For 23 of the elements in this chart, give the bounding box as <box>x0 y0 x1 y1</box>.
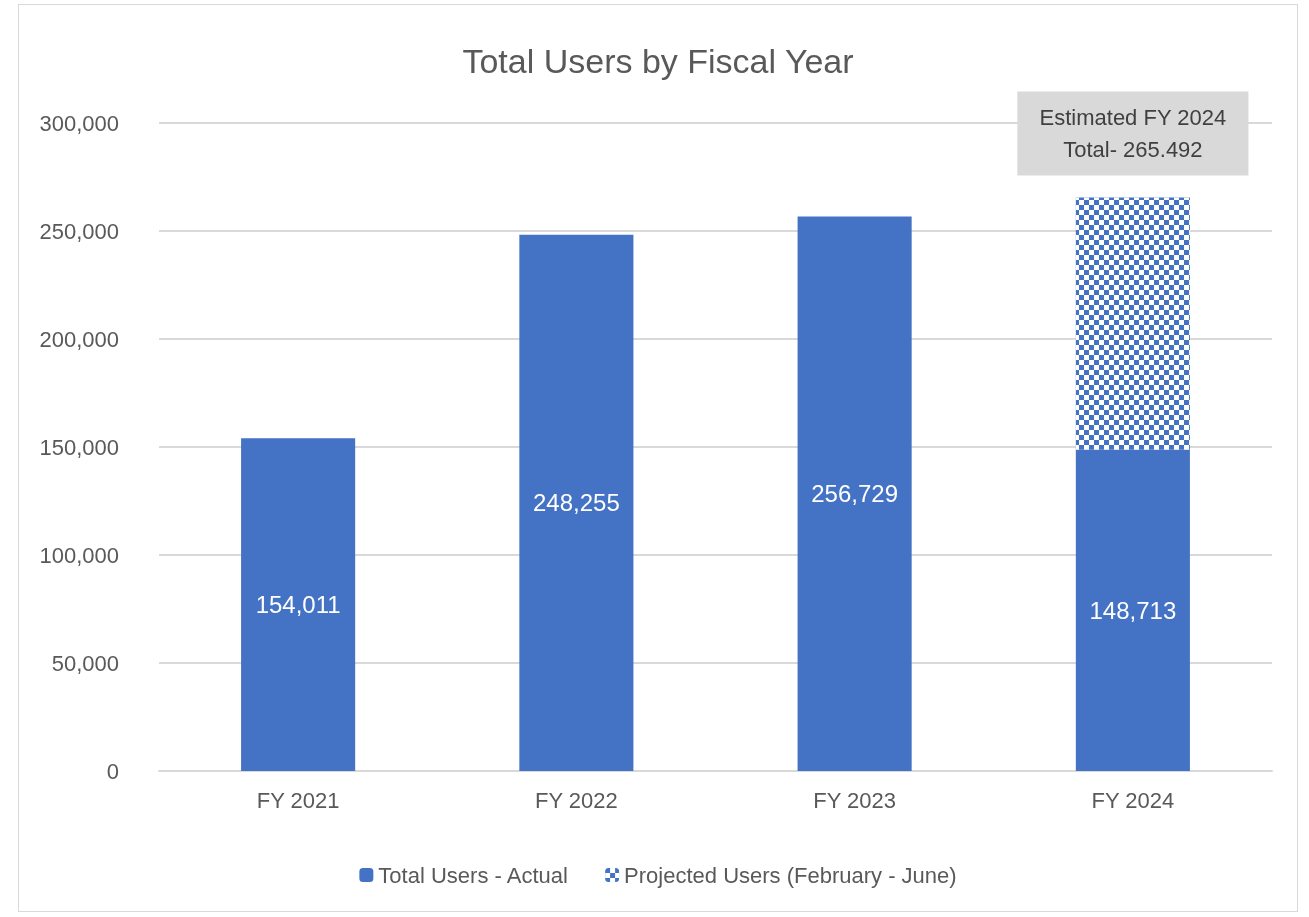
x-tick-label: FY 2023 <box>813 787 897 813</box>
data-label: 256,729 <box>811 480 899 508</box>
x-tick-label: FY 2024 <box>1091 787 1175 813</box>
x-tick-label: FY 2022 <box>534 787 618 813</box>
y-tick-label: 300,000 <box>39 110 119 136</box>
y-tick-label: 200,000 <box>39 326 119 352</box>
y-tick-label: 0 <box>106 758 119 784</box>
legend-label: Total Users - Actual <box>378 862 568 888</box>
annotation: Estimated FY 2024 Total- 265.492 <box>1039 105 1227 163</box>
bar <box>797 216 912 771</box>
y-tick-label: 150,000 <box>39 434 119 460</box>
bar <box>241 438 356 771</box>
y-tick-label: 50,000 <box>51 650 119 676</box>
data-label: 248,255 <box>532 489 620 517</box>
data-label: 154,011 <box>255 591 341 619</box>
bar <box>1075 449 1190 771</box>
x-tick-label: FY 2021 <box>256 787 340 813</box>
data-label: 148,713 <box>1089 596 1177 624</box>
legend-label: Projected Users (February - June) <box>624 862 957 888</box>
chart-title: Total Users by Fiscal Year <box>462 42 854 80</box>
bar <box>519 234 634 771</box>
y-tick-label: 250,000 <box>39 218 119 244</box>
y-tick-label: 100,000 <box>39 542 119 568</box>
